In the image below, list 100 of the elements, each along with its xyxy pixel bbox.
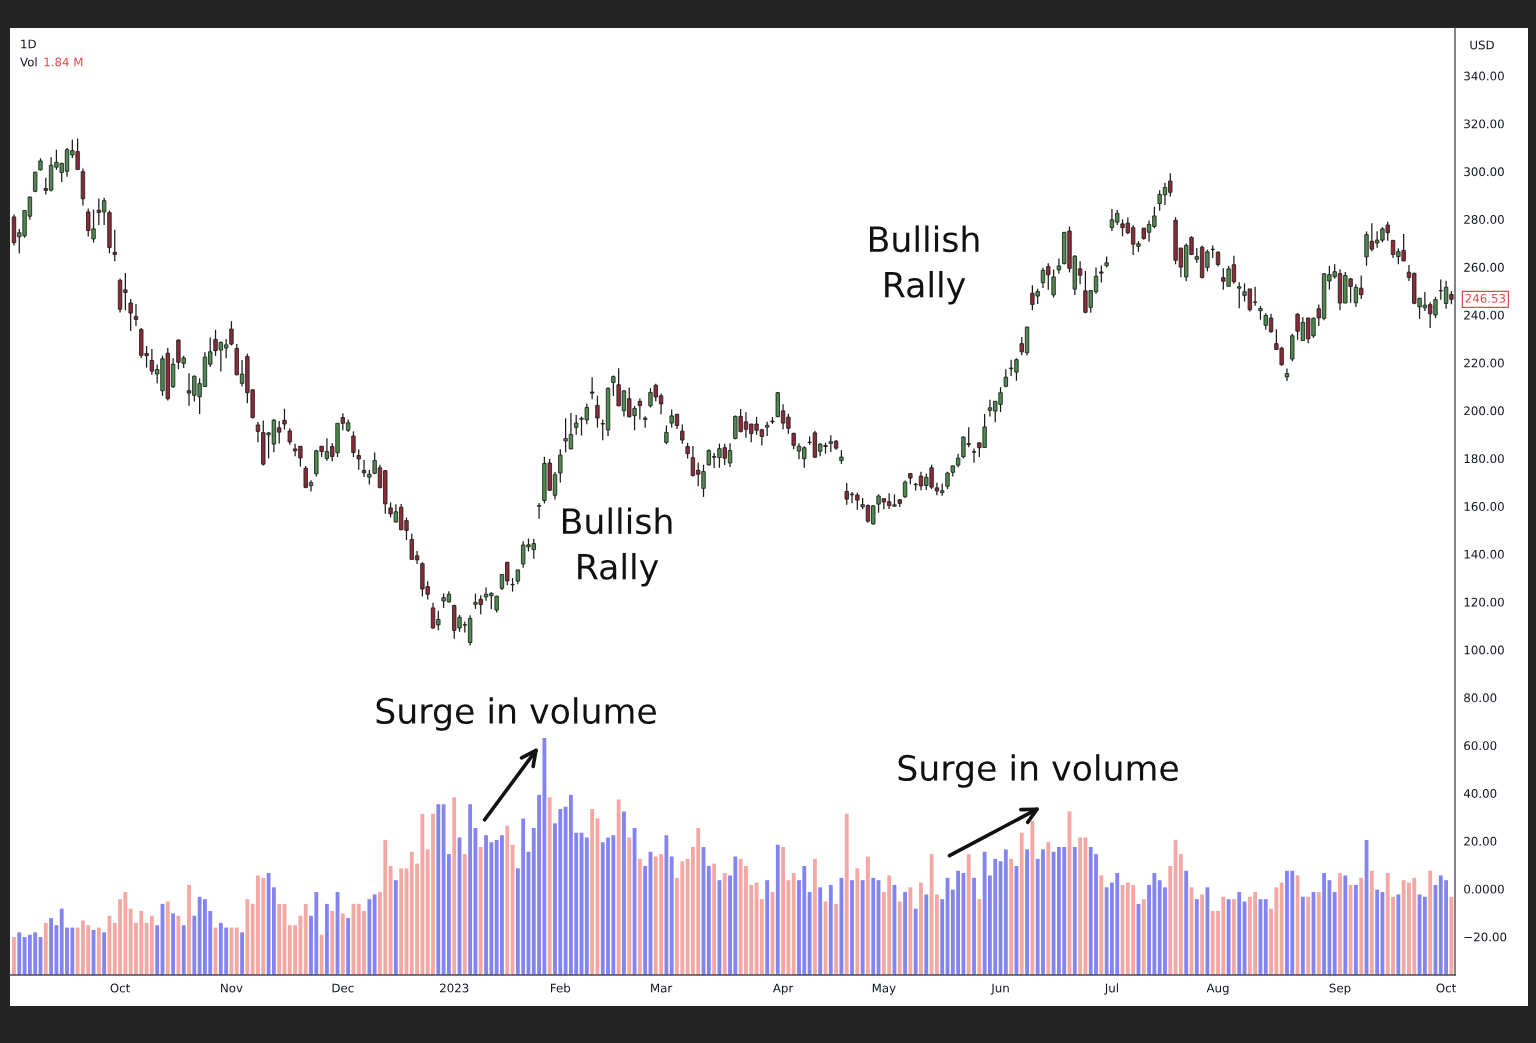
bar <box>855 868 860 975</box>
bar <box>192 915 197 975</box>
bar <box>908 887 913 975</box>
bar <box>187 884 191 975</box>
bar <box>850 880 854 975</box>
bar <box>966 854 971 975</box>
bar <box>325 903 329 975</box>
y-tick-label: 140.00 <box>1464 549 1504 559</box>
candlestick <box>133 303 139 327</box>
bar <box>547 797 552 975</box>
y-tick-label: 60.00 <box>1464 741 1497 751</box>
bar <box>43 922 48 975</box>
bar <box>828 884 833 975</box>
bar <box>234 927 239 975</box>
bar <box>319 934 324 975</box>
bar <box>934 894 939 975</box>
candlestick <box>611 374 616 397</box>
bar <box>1072 847 1077 975</box>
bar <box>468 804 473 975</box>
bar <box>1359 877 1364 975</box>
candlestick <box>574 414 579 436</box>
bar <box>478 847 483 975</box>
bar <box>171 913 176 975</box>
bar <box>102 932 107 975</box>
x-tick-label: Nov <box>221 983 243 993</box>
bar <box>1205 887 1210 975</box>
bar <box>1009 858 1014 975</box>
candlestick <box>361 459 367 478</box>
bar <box>1025 849 1029 975</box>
bar <box>1232 899 1236 975</box>
bar <box>1316 892 1321 975</box>
bar <box>722 873 727 975</box>
y-tick-label: 300.00 <box>1464 167 1504 177</box>
bar <box>1141 899 1146 975</box>
annotation: Surge in volume <box>376 697 656 731</box>
bar <box>96 927 101 975</box>
bar <box>372 894 377 975</box>
bar <box>240 932 244 975</box>
y-tick-label: 0.0000 <box>1464 884 1504 894</box>
candlestick <box>282 408 287 431</box>
bar <box>866 856 870 975</box>
bar <box>834 903 839 975</box>
x-tick-label: Aug <box>1206 983 1229 995</box>
text: 1D <box>21 39 36 49</box>
bar <box>1449 896 1454 975</box>
chart-title: Vol <box>20 57 37 67</box>
candlestick <box>1290 333 1295 362</box>
y-tick-label: −20.00 <box>1464 932 1507 942</box>
bar <box>1226 899 1231 975</box>
candlestick <box>351 430 356 458</box>
bar <box>1078 837 1083 975</box>
bar <box>462 854 467 975</box>
bar <box>1396 894 1401 975</box>
x-tick-label: Apr <box>772 983 794 995</box>
bar <box>919 882 923 975</box>
candlestick <box>1051 268 1056 299</box>
candlestick <box>1237 281 1242 309</box>
bar <box>807 892 812 975</box>
candlestick <box>1056 257 1062 275</box>
bar <box>818 887 823 975</box>
bar <box>1099 875 1104 975</box>
bar <box>181 925 186 975</box>
bar <box>972 877 976 975</box>
y-tick-label: 160.00 <box>1464 502 1504 511</box>
bar <box>1354 884 1358 975</box>
bar <box>940 899 945 975</box>
y-tick-label: 320.00 <box>1464 119 1504 129</box>
candlestick <box>637 397 643 421</box>
bar <box>340 913 345 975</box>
bar <box>669 856 674 975</box>
y-tick-label: 40.00 <box>1463 788 1497 798</box>
x-tick-label: Jun <box>990 983 1009 995</box>
bar <box>924 894 929 975</box>
bar <box>590 809 595 975</box>
x-tick-label: Oct <box>1436 983 1457 993</box>
bar <box>616 799 621 975</box>
candlestick <box>128 298 133 332</box>
bar <box>436 804 441 975</box>
y-tick-label: 280.00 <box>1464 215 1504 224</box>
bar <box>913 908 918 975</box>
bar <box>176 915 181 975</box>
bar <box>584 837 589 975</box>
bar <box>812 858 817 975</box>
y-tick-label: 200.00 <box>1464 406 1504 416</box>
bar <box>393 880 398 975</box>
bar <box>1338 873 1342 975</box>
bar <box>1200 894 1205 975</box>
bar <box>1046 842 1051 975</box>
annotation: 1.84 M <box>44 57 83 67</box>
bar <box>1300 896 1305 975</box>
bar <box>346 918 351 975</box>
y-tick-label: 180.00 <box>1464 454 1504 464</box>
bar <box>367 899 372 975</box>
bar <box>1343 875 1348 975</box>
bar <box>505 825 510 975</box>
bar <box>897 901 902 975</box>
bar <box>271 887 276 975</box>
bar <box>1168 865 1173 975</box>
bar <box>903 892 907 975</box>
x-tick-label: Dec <box>332 983 354 993</box>
